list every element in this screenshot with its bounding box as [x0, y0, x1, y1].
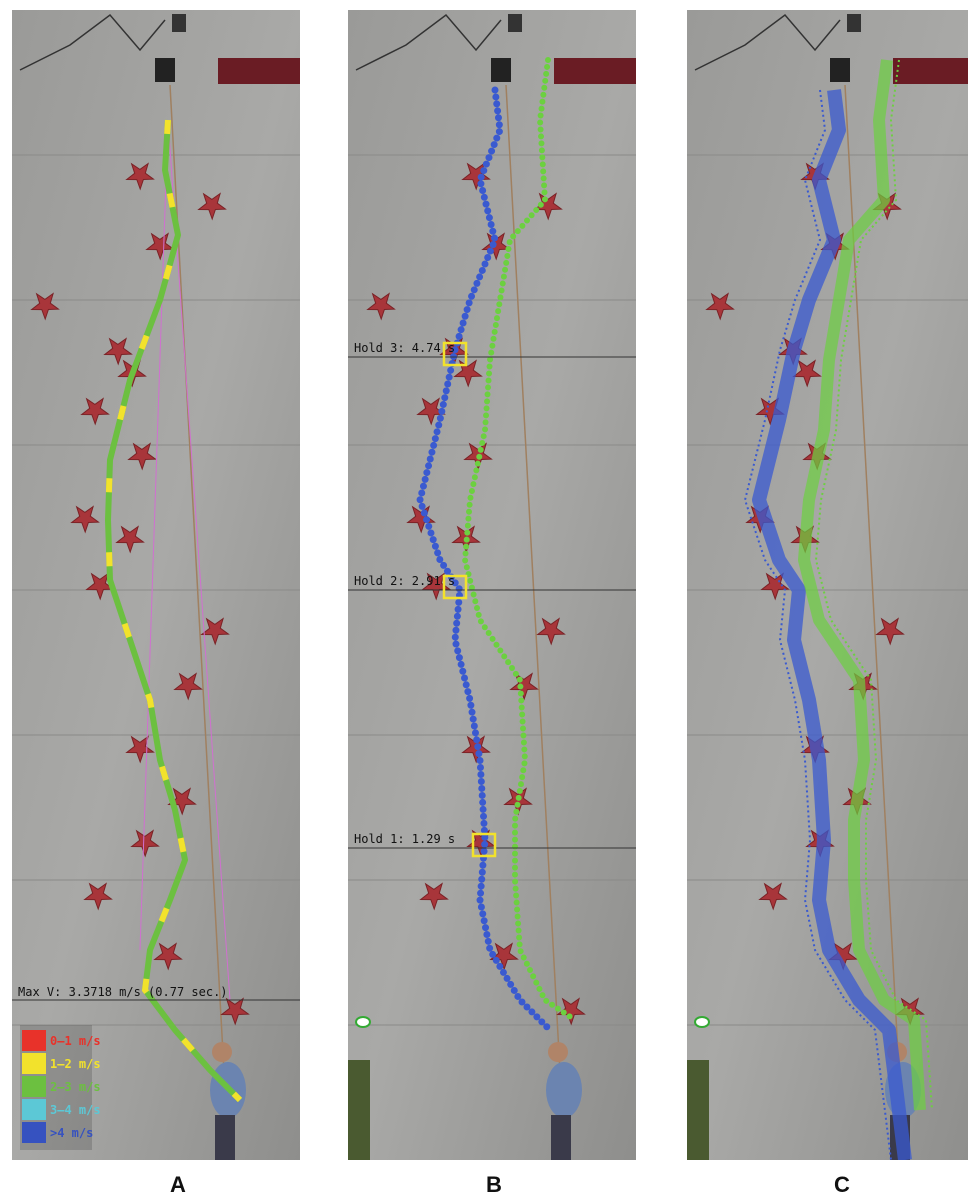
climber-head: [548, 1042, 568, 1062]
banner: [554, 58, 644, 84]
panel-label: A: [170, 1172, 186, 1197]
panel: Max V: 3.3718 m/s (0.77 sec.) 0–1 m/s 1–2 …: [12, 10, 308, 1160]
sign: [155, 58, 175, 82]
hold-label: Hold 3: 4.74 s: [354, 341, 455, 355]
panel-label: C: [834, 1172, 850, 1197]
panel-label: B: [486, 1172, 502, 1197]
legend-swatch: [22, 1076, 46, 1097]
climber: [546, 1062, 582, 1118]
climber-legs: [551, 1115, 571, 1160]
hold-label: Hold 2: 2.91 s: [354, 574, 455, 588]
legend-label: 0–1 m/s: [50, 1034, 101, 1048]
legend-swatch: [22, 1053, 46, 1074]
banner: [893, 58, 968, 84]
sign: [847, 14, 861, 32]
panels: Max V: 3.3718 m/s (0.77 sec.) 0–1 m/s 1–2 …: [12, 10, 968, 1160]
wall: [687, 10, 968, 1160]
legend-label: 2–3 m/s: [50, 1080, 101, 1094]
legend-label: 1–2 m/s: [50, 1057, 101, 1071]
panel: Hold 3: 4.74 s Hold 2: 2.91 s Hold 1: 1.29…: [348, 10, 644, 1160]
marker: [695, 1017, 709, 1027]
panel: [687, 10, 968, 1160]
sign: [172, 14, 186, 32]
climber-head: [212, 1042, 232, 1062]
sign: [491, 58, 511, 82]
figure: Max V: 3.3718 m/s (0.77 sec.) 0–1 m/s 1–2 …: [0, 0, 968, 1200]
max-v-label: Max V: 3.3718 m/s (0.77 sec.): [18, 985, 228, 999]
marker: [356, 1017, 370, 1027]
legend-label: >4 m/s: [50, 1126, 93, 1140]
legend-swatch: [22, 1030, 46, 1051]
climber-legs: [215, 1115, 235, 1160]
legend-swatch: [22, 1099, 46, 1120]
plant: [687, 1060, 709, 1160]
plant: [348, 1060, 370, 1160]
banner: [218, 58, 308, 84]
sign: [830, 58, 850, 82]
legend-swatch: [22, 1122, 46, 1143]
legend-label: 3–4 m/s: [50, 1103, 101, 1117]
hold-label: Hold 1: 1.29 s: [354, 832, 455, 846]
sign: [508, 14, 522, 32]
